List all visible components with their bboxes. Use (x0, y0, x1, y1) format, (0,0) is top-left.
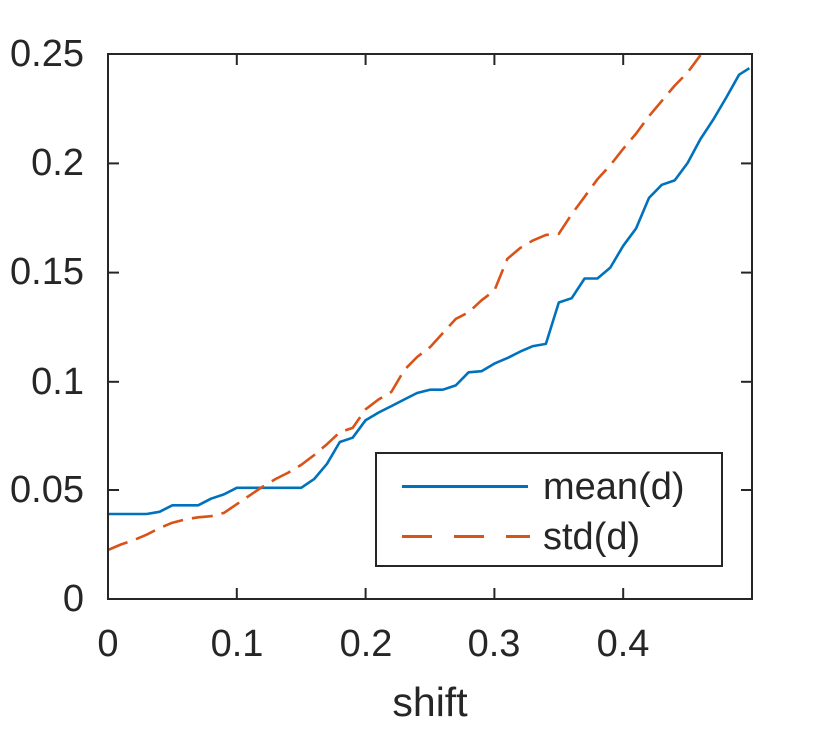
legend-box (375, 452, 723, 567)
series-group (109, 55, 751, 551)
axes-box (107, 53, 753, 600)
y-tick-label-0.1: 0.1 (31, 361, 84, 403)
legend-label-std: std(d) (543, 516, 641, 558)
x-tick-label-0.2: 0.2 (339, 623, 393, 665)
tick-marks (107, 54, 752, 599)
y-tick-label-0.25: 0.25 (10, 33, 84, 75)
y-tick-label-0.05: 0.05 (10, 469, 84, 511)
x-axis-title: shift (392, 679, 468, 725)
y-tick-label-0.15: 0.15 (10, 251, 84, 293)
y-tick-label-0.2: 0.2 (31, 142, 84, 184)
x-tick-label-0.4: 0.4 (596, 623, 650, 665)
x-tick-label-0.1: 0.1 (210, 623, 264, 665)
x-tick-label-0.3: 0.3 (467, 623, 521, 665)
mean-line (109, 67, 751, 516)
y-tick-label-0: 0 (62, 578, 84, 620)
legend-label-mean: mean(d) (543, 466, 685, 508)
std-line (109, 55, 702, 551)
x-tick-label-0: 0 (97, 623, 119, 665)
